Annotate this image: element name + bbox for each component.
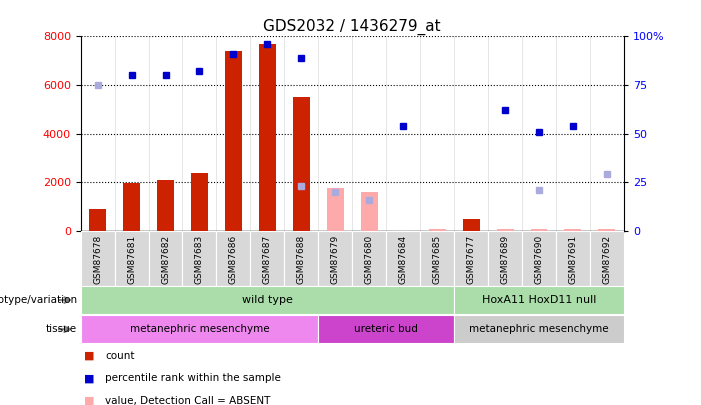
- Bar: [293, 97, 310, 231]
- Text: HoxA11 HoxD11 null: HoxA11 HoxD11 null: [482, 295, 596, 305]
- Bar: [590, 231, 624, 286]
- Bar: [420, 231, 454, 286]
- Title: GDS2032 / 1436279_at: GDS2032 / 1436279_at: [264, 19, 441, 35]
- Bar: [496, 229, 514, 231]
- Text: GSM87689: GSM87689: [501, 235, 510, 284]
- Text: ■: ■: [84, 351, 95, 361]
- Bar: [81, 231, 114, 286]
- Bar: [454, 231, 488, 286]
- Bar: [250, 231, 285, 286]
- Text: percentile rank within the sample: percentile rank within the sample: [105, 373, 281, 383]
- Text: GSM87683: GSM87683: [195, 235, 204, 284]
- Text: GSM87684: GSM87684: [399, 235, 408, 284]
- Bar: [522, 231, 556, 286]
- Bar: [217, 231, 250, 286]
- Bar: [463, 219, 479, 231]
- Bar: [123, 183, 140, 231]
- Bar: [353, 231, 386, 286]
- Bar: [191, 173, 208, 231]
- Bar: [157, 180, 174, 231]
- Bar: [454, 315, 624, 343]
- Text: value, Detection Call = ABSENT: value, Detection Call = ABSENT: [105, 396, 271, 405]
- Bar: [318, 315, 454, 343]
- Bar: [89, 209, 106, 231]
- Text: GSM87679: GSM87679: [331, 235, 340, 284]
- Text: genotype/variation: genotype/variation: [0, 295, 77, 305]
- Bar: [81, 315, 318, 343]
- Bar: [564, 229, 581, 231]
- Text: GSM87677: GSM87677: [467, 235, 475, 284]
- Bar: [114, 231, 149, 286]
- Text: ■: ■: [84, 396, 95, 405]
- Bar: [81, 286, 454, 314]
- Bar: [259, 44, 276, 231]
- Text: GSM87688: GSM87688: [297, 235, 306, 284]
- Bar: [149, 231, 182, 286]
- Text: GSM87682: GSM87682: [161, 235, 170, 284]
- Bar: [454, 286, 624, 314]
- Bar: [488, 231, 522, 286]
- Bar: [556, 231, 590, 286]
- Bar: [225, 51, 242, 231]
- Bar: [531, 229, 547, 231]
- Text: GSM87692: GSM87692: [602, 235, 611, 284]
- Bar: [428, 229, 446, 231]
- Text: metanephric mesenchyme: metanephric mesenchyme: [130, 324, 269, 334]
- Text: GSM87690: GSM87690: [534, 235, 543, 284]
- Text: metanephric mesenchyme: metanephric mesenchyme: [469, 324, 608, 334]
- Text: tissue: tissue: [46, 324, 77, 334]
- Text: GSM87681: GSM87681: [127, 235, 136, 284]
- Text: count: count: [105, 351, 135, 361]
- Bar: [386, 231, 420, 286]
- Text: GSM87686: GSM87686: [229, 235, 238, 284]
- Bar: [361, 192, 378, 231]
- Text: ■: ■: [84, 373, 95, 383]
- Text: GSM87680: GSM87680: [365, 235, 374, 284]
- Text: GSM87678: GSM87678: [93, 235, 102, 284]
- Bar: [599, 229, 615, 231]
- Bar: [327, 188, 343, 231]
- Text: ureteric bud: ureteric bud: [354, 324, 418, 334]
- Bar: [285, 231, 318, 286]
- Text: GSM87691: GSM87691: [569, 235, 578, 284]
- Bar: [182, 231, 217, 286]
- Bar: [318, 231, 353, 286]
- Text: wild type: wild type: [242, 295, 293, 305]
- Text: GSM87687: GSM87687: [263, 235, 272, 284]
- Text: GSM87685: GSM87685: [433, 235, 442, 284]
